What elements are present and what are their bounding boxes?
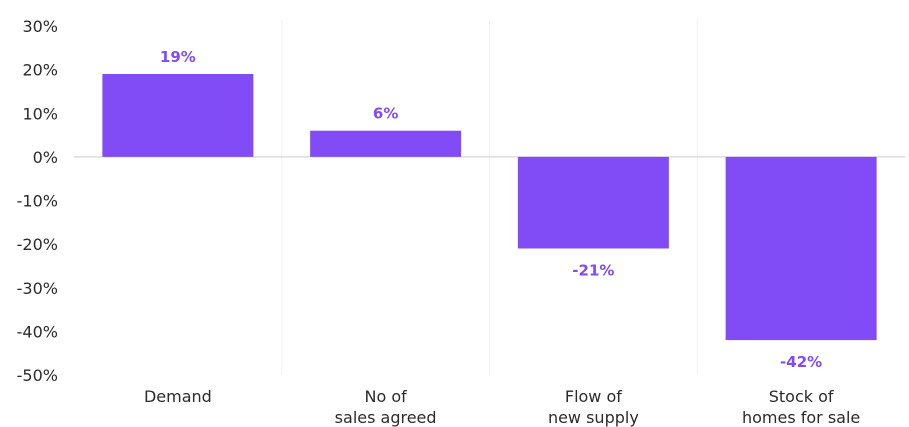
y-tick-label: -40%	[17, 322, 58, 341]
x-category-label: sales agreed	[335, 408, 437, 427]
y-tick-label: -50%	[17, 366, 58, 385]
bar	[310, 130, 462, 157]
x-category-label: Demand	[144, 387, 212, 406]
data-label: 19%	[160, 48, 196, 66]
x-category-label: Flow of	[565, 387, 622, 406]
x-category-label: No of	[364, 387, 407, 406]
y-tick-label: -10%	[17, 192, 58, 211]
y-tick-label: 30%	[22, 17, 58, 36]
y-tick-label: -30%	[17, 279, 58, 298]
data-label: -42%	[780, 353, 822, 371]
bar	[725, 156, 877, 341]
category-dividers	[281, 20, 698, 375]
y-tick-label: 0%	[33, 148, 58, 167]
y-tick-label: 10%	[22, 104, 58, 123]
x-category-label: new supply	[548, 408, 639, 427]
data-label: -21%	[572, 261, 614, 279]
x-axis-labels: Demand No of sales agreed Flow of new supply…	[144, 387, 860, 427]
y-tick-label: 20%	[22, 61, 58, 80]
bar	[102, 73, 254, 157]
y-axis-ticks: 30% 20% 10% 0% -10% -20% -30% -40% -50%	[17, 17, 58, 385]
x-category-label: Stock of	[769, 387, 834, 406]
data-labels: 19% 6% -21% -42%	[160, 48, 822, 371]
y-tick-label: -20%	[17, 235, 58, 254]
x-category-label: homes for sale	[742, 408, 860, 427]
bars	[102, 73, 877, 341]
data-label: 6%	[373, 105, 398, 123]
bar	[517, 156, 669, 249]
